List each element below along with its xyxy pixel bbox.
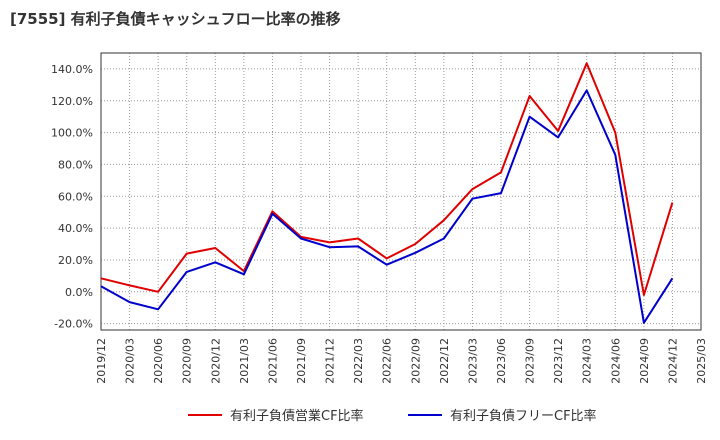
- y-tick-label: 0.0%: [65, 286, 93, 299]
- x-tick-label: 2023/09: [524, 338, 537, 384]
- x-tick-label: 2022/03: [352, 338, 365, 384]
- plot-area: [101, 53, 701, 330]
- y-tick-label: 80.0%: [58, 158, 93, 171]
- y-tick-label: -20.0%: [54, 318, 93, 331]
- x-tick-label: 2023/03: [466, 338, 479, 384]
- x-tick-label: 2023/12: [552, 338, 565, 384]
- x-tick-label: 2021/06: [266, 338, 279, 384]
- series-line-2: [100, 89, 674, 324]
- x-tick-label: 2024/09: [638, 338, 651, 384]
- x-tick-label: 2024/12: [666, 338, 679, 384]
- y-tick-label: 140.0%: [51, 63, 93, 76]
- plot-border: [100, 52, 702, 331]
- x-tick-label: 2023/06: [495, 338, 508, 384]
- chart-title: [7555] 有利子負債キャッシュフロー比率の推移: [10, 10, 341, 28]
- x-tick-label: 2024/03: [581, 338, 594, 384]
- legend-label-2: 有利子負債フリーCF比率: [450, 408, 597, 424]
- y-tick-label: 40.0%: [58, 222, 93, 235]
- y-tick-label: 100.0%: [51, 127, 93, 140]
- x-tick-label: 2020/03: [124, 338, 137, 384]
- legend-label-1: 有利子負債営業CF比率: [230, 408, 364, 424]
- x-tick-label: 2022/06: [381, 338, 394, 384]
- y-tick-label: 20.0%: [58, 254, 93, 267]
- x-tick-label: 2020/12: [209, 338, 222, 384]
- x-tick-label: 2021/09: [295, 338, 308, 384]
- series-line-1: [100, 62, 674, 296]
- x-tick-label: 2021/03: [238, 338, 251, 384]
- x-tick-label: 2020/06: [152, 338, 165, 384]
- y-tick-label: 60.0%: [58, 190, 93, 203]
- x-tick-label: 2025/03: [695, 338, 708, 384]
- x-tick-label: 2019/12: [95, 338, 108, 384]
- x-tick-label: 2024/06: [609, 338, 622, 384]
- y-tick-label: 120.0%: [51, 95, 93, 108]
- x-tick-label: 2020/09: [181, 338, 194, 384]
- x-tick-label: 2022/09: [409, 338, 422, 384]
- x-tick-label: 2021/12: [324, 338, 337, 384]
- x-tick-label: 2022/12: [438, 338, 451, 384]
